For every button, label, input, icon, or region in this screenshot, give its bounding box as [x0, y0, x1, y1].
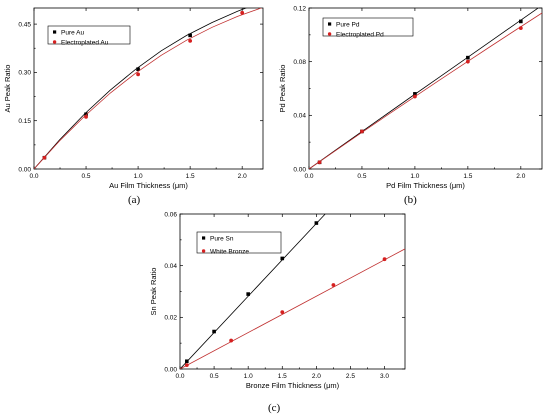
- plot-area: [34, 8, 263, 169]
- plot-frame: [33, 7, 264, 170]
- plot-area: [180, 214, 405, 369]
- y-axis-title: Sn Peak Ratio: [149, 268, 158, 316]
- data-point-circle: [136, 72, 140, 77]
- data-point-circle: [188, 38, 193, 43]
- chart-panel-a: 0.0 0.5 1.0 1.5 2.0 0.00 0.15 0.30 0.45 Au Film T…: [0, 0, 275, 208]
- y-tick-label: 0.15: [18, 118, 31, 125]
- legend-box: [322, 17, 414, 37]
- legend-label: White Bronze: [210, 248, 249, 255]
- x-tick-label: 3.0: [380, 373, 389, 380]
- y-tick-label: 0.08: [293, 59, 306, 66]
- data-point-circle: [331, 283, 336, 287]
- data-point-circle: [240, 10, 245, 15]
- data-point-circle: [84, 114, 88, 119]
- chart-panel-b: 0.0 0.5 1.0 1.5 2.0 0.00 0.04 0.08 0.12 Pd Film T…: [275, 0, 550, 208]
- chart-panel-c: 0.0 0.5 1.0 1.5 2.0 2.5 3.0 0.00 0.02 0.04 0.06 Bro…: [135, 208, 415, 417]
- y-axis-title: Pd Peak Ratio: [278, 65, 287, 113]
- data-point-square: [212, 329, 216, 334]
- x-tick-label: 0.0: [29, 173, 38, 180]
- x-tick-label: 0.5: [82, 173, 91, 180]
- data-point-square: [519, 19, 523, 24]
- x-tick-label: 1.0: [410, 173, 419, 180]
- data-point-circle: [413, 94, 417, 99]
- data-point-square: [246, 292, 250, 296]
- fit-line: [309, 8, 539, 169]
- chart-b-svg: 0.0 0.5 1.0 1.5 2.0 0.00 0.04 0.08 0.12 Pd Film T…: [278, 5, 543, 190]
- y-tick-label: 0.00: [293, 166, 306, 173]
- panel-label-c: (c): [268, 402, 281, 414]
- y-tick-label: 0.06: [164, 211, 177, 218]
- x-tick-label: 2.0: [516, 173, 525, 180]
- fit-line: [34, 8, 263, 169]
- data-point-square: [314, 221, 319, 225]
- legend-box: [47, 25, 131, 45]
- legend-label: Pure Sn: [210, 235, 234, 242]
- x-tick-label: 1.0: [134, 173, 143, 180]
- legend-marker: [202, 236, 206, 240]
- y-tick-label: 0.04: [293, 113, 306, 120]
- x-tick-label: 1.5: [186, 173, 195, 180]
- x-tick-label: 2.0: [238, 173, 247, 180]
- y-tick-label: 0.02: [164, 315, 177, 322]
- data-point-circle: [465, 59, 470, 64]
- data-point-square: [413, 92, 417, 96]
- y-tick-label: 0.30: [18, 70, 31, 77]
- legend-marker: [52, 40, 57, 44]
- legend-marker: [201, 249, 206, 253]
- data-point-square: [188, 33, 192, 38]
- x-tick-label: 1.5: [278, 373, 287, 380]
- legend-label: Pure Au: [61, 29, 85, 36]
- x-tick-label: 2.0: [312, 373, 321, 380]
- data-point-circle: [360, 129, 364, 134]
- y-tick-label: 0.00: [164, 366, 177, 373]
- y-tick-label: 0.00: [18, 166, 31, 173]
- x-tick-label: 1.5: [463, 173, 472, 180]
- data-point-square: [280, 256, 285, 261]
- plot-area: [309, 8, 542, 169]
- fit-line: [309, 12, 542, 169]
- legend-label: Electroplated Pd: [336, 31, 384, 38]
- data-point-square: [185, 359, 189, 364]
- x-axis-title: Au Film Thickness (μm): [109, 181, 188, 190]
- x-tick-label: 2.5: [346, 373, 355, 380]
- data-point-circle: [42, 155, 47, 160]
- data-point-square: [84, 112, 88, 117]
- data-point-square: [136, 67, 140, 71]
- data-point-circle: [184, 363, 189, 368]
- data-point-circle: [518, 26, 523, 31]
- data-point-square: [240, 8, 244, 9]
- legend-label: Electroplated Au: [61, 39, 109, 46]
- x-tick-label: 0.5: [210, 373, 219, 380]
- legend-label: Pure Pd: [336, 21, 360, 28]
- fit-line: [34, 8, 248, 169]
- x-tick-label: 0.5: [357, 173, 366, 180]
- chart-c-svg: 0.0 0.5 1.0 1.5 2.0 2.5 3.0 0.00 0.02 0.04 0.06 Bro…: [149, 211, 406, 390]
- legend-marker: [53, 30, 57, 34]
- data-point-circle: [317, 160, 322, 165]
- data-point-square: [466, 55, 470, 60]
- x-tick-label: 0.0: [175, 373, 184, 380]
- panel-label-b: (b): [404, 194, 417, 206]
- legend-marker: [328, 22, 332, 26]
- y-tick-label: 0.04: [164, 263, 177, 270]
- fit-line: [180, 214, 326, 369]
- fit-line: [180, 248, 405, 369]
- legend-marker: [327, 32, 332, 36]
- chart-a-svg: 0.0 0.5 1.0 1.5 2.0 0.00 0.15 0.30 0.45 Au Film T…: [3, 7, 264, 190]
- x-axis-title: Pd Film Thickness (μm): [386, 181, 465, 190]
- data-point-circle: [382, 257, 387, 262]
- data-point-circle: [280, 310, 285, 315]
- data-point-circle: [229, 338, 234, 343]
- y-tick-label: 0.45: [18, 21, 31, 28]
- panel-label-a: (a): [128, 194, 141, 206]
- x-axis-title: Bronze Film Thickness (μm): [246, 381, 340, 390]
- y-axis-title: Au Peak Ratio: [3, 65, 12, 113]
- y-tick-label: 0.12: [293, 5, 306, 12]
- x-tick-label: 1.0: [244, 373, 253, 380]
- legend-box: [196, 231, 282, 254]
- x-tick-label: 0.0: [304, 173, 313, 180]
